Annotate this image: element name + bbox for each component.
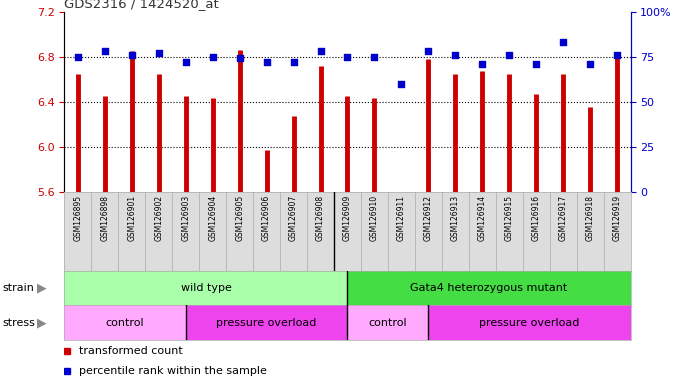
Text: pressure overload: pressure overload bbox=[216, 318, 317, 328]
Text: GSM126912: GSM126912 bbox=[424, 195, 433, 241]
Bar bbox=[348, 305, 428, 340]
Text: GSM126914: GSM126914 bbox=[478, 195, 487, 241]
Text: strain: strain bbox=[2, 283, 34, 293]
Text: stress: stress bbox=[2, 318, 35, 328]
Point bbox=[288, 59, 299, 65]
Text: transformed count: transformed count bbox=[79, 346, 182, 356]
Text: GSM126917: GSM126917 bbox=[559, 195, 567, 241]
Point bbox=[584, 61, 595, 67]
Text: GSM126909: GSM126909 bbox=[343, 195, 352, 242]
Point bbox=[100, 48, 111, 54]
Text: GSM126902: GSM126902 bbox=[155, 195, 163, 241]
Text: GSM126919: GSM126919 bbox=[612, 195, 622, 241]
Text: control: control bbox=[369, 318, 407, 328]
Point bbox=[423, 48, 434, 54]
Point bbox=[261, 59, 272, 65]
Text: percentile rank within the sample: percentile rank within the sample bbox=[79, 366, 266, 376]
Text: GSM126895: GSM126895 bbox=[73, 195, 83, 241]
Text: Gata4 heterozygous mutant: Gata4 heterozygous mutant bbox=[410, 283, 567, 293]
Text: control: control bbox=[106, 318, 144, 328]
Point bbox=[612, 52, 622, 58]
Point bbox=[450, 52, 461, 58]
Point bbox=[207, 53, 218, 60]
Bar bbox=[186, 305, 348, 340]
Bar bbox=[64, 271, 348, 305]
Point bbox=[234, 55, 245, 61]
Point bbox=[73, 53, 83, 60]
Text: GSM126903: GSM126903 bbox=[181, 195, 191, 242]
Point bbox=[369, 53, 380, 60]
Text: ▶: ▶ bbox=[37, 281, 47, 295]
Bar bbox=[348, 271, 631, 305]
Bar bbox=[64, 305, 186, 340]
Point bbox=[315, 48, 326, 54]
Text: GSM126901: GSM126901 bbox=[127, 195, 136, 241]
Text: GSM126913: GSM126913 bbox=[451, 195, 460, 241]
Text: wild type: wild type bbox=[180, 283, 231, 293]
Point bbox=[342, 53, 353, 60]
Text: GSM126910: GSM126910 bbox=[370, 195, 379, 241]
Point bbox=[153, 50, 164, 56]
Text: GSM126908: GSM126908 bbox=[316, 195, 325, 241]
Text: GSM126915: GSM126915 bbox=[504, 195, 514, 241]
Text: GSM126905: GSM126905 bbox=[235, 195, 244, 242]
Text: GSM126898: GSM126898 bbox=[100, 195, 109, 241]
Text: GSM126918: GSM126918 bbox=[586, 195, 595, 241]
Text: ▶: ▶ bbox=[37, 316, 47, 329]
Text: GSM126916: GSM126916 bbox=[532, 195, 540, 241]
Text: GSM126906: GSM126906 bbox=[262, 195, 271, 242]
Text: GSM126904: GSM126904 bbox=[208, 195, 217, 242]
Text: pressure overload: pressure overload bbox=[479, 318, 580, 328]
Text: GDS2316 / 1424520_at: GDS2316 / 1424520_at bbox=[64, 0, 219, 10]
Text: GSM126911: GSM126911 bbox=[397, 195, 406, 241]
Point bbox=[396, 81, 407, 87]
Text: GSM126907: GSM126907 bbox=[289, 195, 298, 242]
Bar bbox=[428, 305, 631, 340]
Point bbox=[504, 52, 515, 58]
Point bbox=[477, 61, 487, 67]
Point bbox=[531, 61, 542, 67]
Point bbox=[126, 52, 137, 58]
Point bbox=[558, 39, 569, 45]
Point bbox=[180, 59, 191, 65]
